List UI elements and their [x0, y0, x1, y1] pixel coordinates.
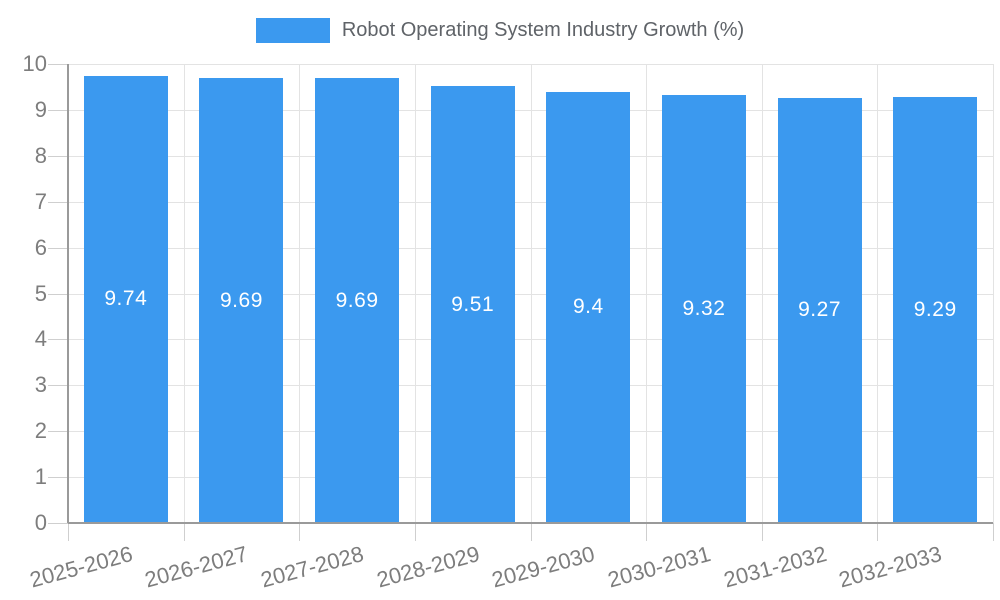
y-gridline	[68, 294, 993, 295]
y-gridline	[68, 64, 993, 65]
bar-value-label: 9.29	[913, 297, 957, 321]
y-axis-tick	[48, 339, 68, 340]
chart-legend[interactable]: Robot Operating System Industry Growth (…	[0, 18, 1000, 43]
bar-2031-2032[interactable]	[777, 97, 862, 523]
bar-value-label: 9.51	[451, 292, 495, 316]
x-gridline	[993, 64, 994, 523]
y-gridline	[68, 385, 993, 386]
bar-2030-2031[interactable]	[661, 95, 746, 523]
x-axis-tick	[184, 523, 185, 541]
x-axis-tick	[993, 523, 994, 541]
bar-value-label: 9.69	[335, 288, 379, 312]
y-gridline	[68, 477, 993, 478]
bar-value-label: 9.74	[104, 287, 148, 311]
y-axis-label: 8	[34, 143, 47, 168]
bar-2027-2028[interactable]	[315, 78, 400, 523]
y-axis-tick	[48, 156, 68, 157]
legend-label: Robot Operating System Industry Growth (…	[341, 19, 745, 41]
y-axis-label: 9	[34, 97, 47, 122]
bar-2032-2033[interactable]	[893, 96, 978, 523]
y-axis-label: 0	[34, 510, 47, 535]
x-gridline	[299, 64, 300, 523]
y-gridline	[68, 156, 993, 157]
y-axis-line	[67, 64, 69, 523]
y-axis-tick	[48, 248, 68, 249]
x-gridline	[531, 64, 532, 523]
legend-swatch	[255, 18, 330, 43]
y-gridline	[68, 431, 993, 432]
y-gridline	[68, 110, 993, 111]
y-axis-tick	[48, 523, 68, 524]
y-axis-tick	[48, 385, 68, 386]
y-axis-label: 3	[34, 372, 47, 397]
x-gridline	[415, 64, 416, 523]
bar-2025-2026[interactable]	[83, 75, 168, 523]
x-axis-tick	[762, 523, 763, 541]
bar-value-label: 9.27	[798, 298, 841, 322]
x-axis-tick	[68, 523, 69, 541]
bar-2026-2027[interactable]	[199, 78, 284, 523]
y-axis-label: 1	[34, 464, 47, 489]
y-axis-label: 6	[34, 235, 47, 260]
bar-2028-2029[interactable]	[430, 86, 515, 523]
y-axis-tick	[48, 202, 68, 203]
bar-value-label: 9.4	[572, 295, 604, 319]
x-axis-tick	[646, 523, 647, 541]
y-gridline	[68, 202, 993, 203]
y-axis-label: 5	[34, 281, 47, 306]
y-axis-label: 4	[34, 326, 47, 351]
x-axis-tick	[415, 523, 416, 541]
bar-2029-2030[interactable]	[546, 91, 631, 523]
y-gridline	[68, 248, 993, 249]
x-axis-tick	[877, 523, 878, 541]
y-axis-tick	[48, 110, 68, 111]
y-axis-tick	[48, 477, 68, 478]
x-gridline	[877, 64, 878, 523]
y-axis-tick	[48, 294, 68, 295]
x-axis-line	[68, 522, 993, 524]
y-axis-label: 10	[22, 51, 47, 76]
y-axis-label: 2	[34, 418, 47, 443]
x-gridline	[762, 64, 763, 523]
x-gridline	[184, 64, 185, 523]
bar-value-label: 9.32	[682, 297, 726, 321]
y-axis-label: 7	[34, 189, 47, 214]
x-axis-tick	[299, 523, 300, 541]
x-gridline	[646, 64, 647, 523]
x-axis-tick	[531, 523, 532, 541]
y-axis-tick	[48, 431, 68, 432]
bar-value-label: 9.69	[220, 288, 263, 312]
y-gridline	[68, 339, 993, 340]
y-axis-tick	[48, 64, 68, 65]
